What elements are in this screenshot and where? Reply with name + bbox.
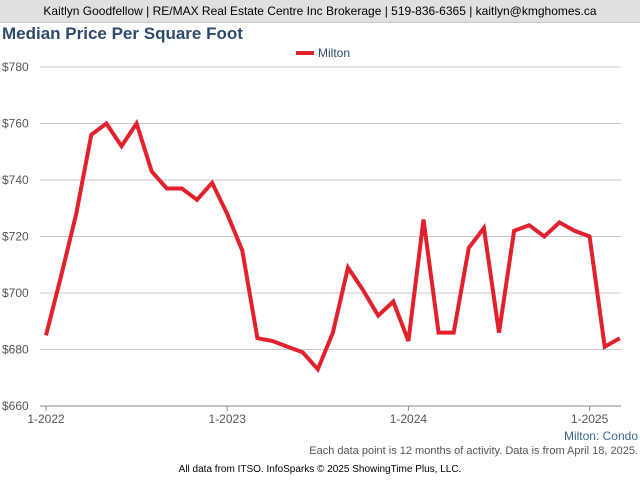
- y-tick-label: $700: [2, 286, 29, 300]
- legend-label-milton: Milton: [318, 46, 351, 60]
- x-tick-label: 1-2022: [27, 412, 65, 426]
- y-tick-label: $740: [2, 173, 29, 187]
- data-note: Each data point is 12 months of activity…: [309, 445, 638, 457]
- agent-contact-bar: Kaitlyn Goodfellow | RE/MAX Real Estate …: [0, 0, 640, 23]
- chart-title: Median Price Per Square Foot: [2, 24, 243, 43]
- x-tick-label: 1-2023: [209, 412, 247, 426]
- series-line-milton: [44, 118, 621, 374]
- y-tick-label: $660: [2, 399, 29, 413]
- y-tick-label: $760: [2, 117, 29, 131]
- y-tick-label: $680: [2, 343, 29, 357]
- source-footer: All data from ITSO. InfoSparks © 2025 Sh…: [178, 464, 462, 475]
- y-tick-label: $780: [2, 60, 29, 74]
- agent-contact-text: Kaitlyn Goodfellow | RE/MAX Real Estate …: [43, 4, 597, 18]
- legend-swatch-milton: [296, 51, 314, 55]
- chart-legend: Milton: [296, 46, 350, 60]
- y-tick-label: $720: [2, 230, 29, 244]
- x-tick-label: 1-2025: [571, 412, 609, 426]
- x-tick-label: 1-2024: [390, 412, 428, 426]
- chart-subtitle: Milton: Condo: [563, 429, 638, 443]
